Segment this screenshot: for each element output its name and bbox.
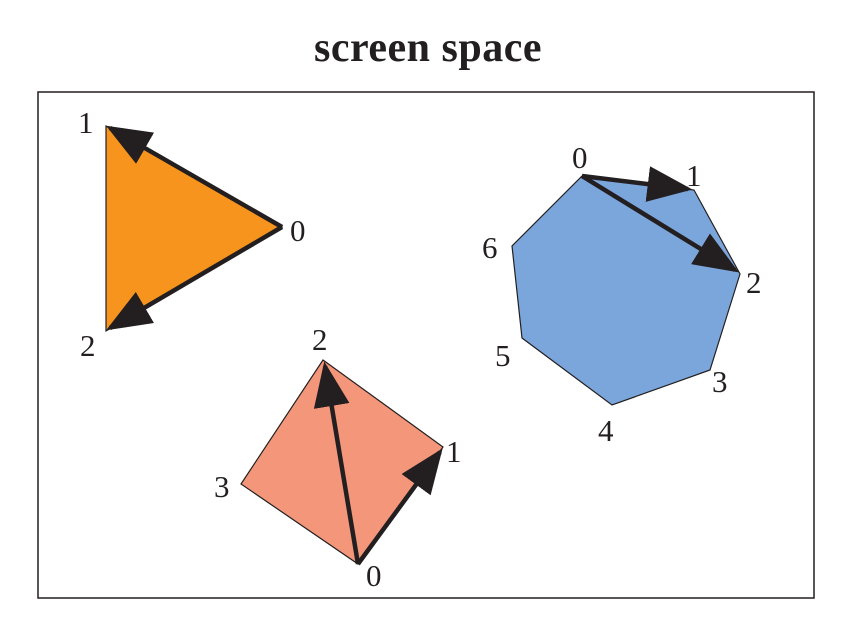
triangle: 0 1 2 [78,105,306,363]
heptagon-vertex-label-4: 4 [598,413,614,448]
triangle-vertex-label-0: 0 [290,213,306,248]
heptagon-vertex-label-1: 1 [686,158,702,193]
heptagon-vertex-label-6: 6 [482,230,498,265]
heptagon-vertex-label-5: 5 [495,338,511,373]
heptagon-vertex-label-2: 2 [746,265,762,300]
quad-edge-arrow-0-2 [313,361,361,565]
triangle-edge-arrow-0-2 [106,225,284,331]
screen-frame [37,91,815,599]
heptagon-vertex-label-0: 0 [572,140,588,175]
heptagon: 0 1 2 3 4 5 6 [482,140,762,448]
quadrilateral: 0 1 2 3 [214,322,462,593]
triangle-edge-arrow-0-1 [106,125,284,229]
quad-vertex-label-0: 0 [366,558,382,593]
heptagon-vertex-label-3: 3 [712,364,728,399]
quad-vertex-label-2: 2 [312,322,328,357]
heptagon-edge-arrow-0-1 [581,166,693,202]
triangle-shape [105,124,284,333]
heptagon-shape [511,175,741,406]
diagram-title: screen space [314,25,542,71]
quad-edge-arrow-0-1 [356,448,443,566]
triangle-vertex-label-1: 1 [78,105,94,140]
triangle-vertex-label-2: 2 [80,328,96,363]
quad-vertex-label-1: 1 [446,434,462,469]
quad-vertex-label-3: 3 [214,469,230,504]
heptagon-edge-arrow-0-2 [580,174,739,273]
